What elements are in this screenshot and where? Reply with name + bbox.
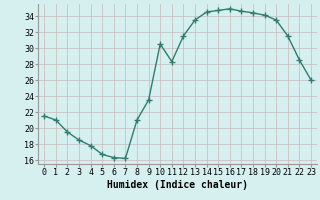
X-axis label: Humidex (Indice chaleur): Humidex (Indice chaleur) — [107, 180, 248, 190]
